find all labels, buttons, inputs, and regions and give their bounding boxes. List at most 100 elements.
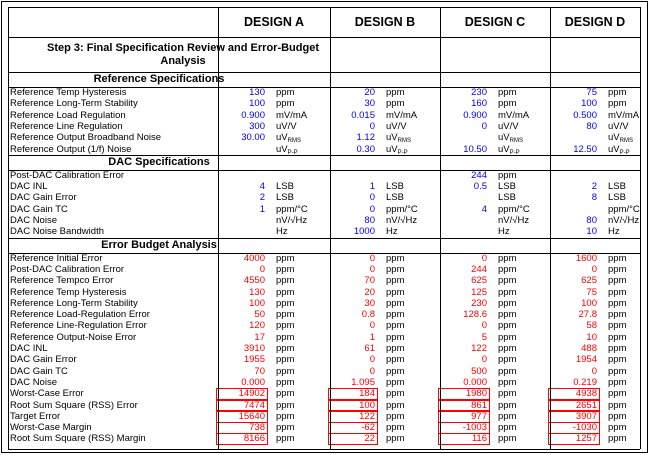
cell-unit: ppm xyxy=(608,309,626,320)
unit-text: ppm xyxy=(498,98,517,110)
cell-unit: ppm/°C xyxy=(276,204,308,215)
unit-text: ppm xyxy=(498,376,517,388)
cell-value: 0.900 xyxy=(463,109,487,121)
cell-unit: ppm xyxy=(276,87,294,98)
cell-value: 0.219 xyxy=(573,376,597,388)
cell-value: 75 xyxy=(586,286,597,298)
cell-unit: Hz xyxy=(276,226,288,237)
cell-unit: ppm xyxy=(276,275,294,286)
cell-unit: LSB xyxy=(386,181,404,192)
column-rule xyxy=(640,7,641,449)
cell-value: 80 xyxy=(586,215,597,226)
column-rule xyxy=(550,7,551,449)
row-label: Worst-Case Error xyxy=(10,388,84,400)
unit-text: LSB xyxy=(498,181,516,193)
cell-value: 61 xyxy=(364,343,375,354)
row-label: Reference Long-Term Stability xyxy=(10,98,138,110)
cell-value: 1600 xyxy=(575,252,597,264)
unit-text: LSB xyxy=(386,181,404,193)
unit-text: uV xyxy=(386,132,398,144)
cell-value: 0.30 xyxy=(356,143,376,155)
cell-value: 15640 xyxy=(238,410,265,422)
unit-text: ppm xyxy=(608,286,627,298)
cell-unit: ppm/°C xyxy=(608,204,640,215)
cell-value: 100 xyxy=(359,399,375,411)
unit-text: nV/√Hz xyxy=(386,215,418,226)
cell-value: 0 xyxy=(481,354,487,366)
unit-text: ppm xyxy=(498,169,517,181)
cell-unit: ppm xyxy=(498,87,516,98)
column-rule xyxy=(8,7,9,449)
design-header: DESIGN B xyxy=(354,15,416,29)
cell-unit: uVP-P xyxy=(498,144,520,156)
unit-text: LSB xyxy=(276,192,294,204)
unit-text: LSB xyxy=(276,181,294,193)
unit-subscript: P-P xyxy=(287,149,298,156)
cell-unit: nV/√Hz xyxy=(386,215,417,226)
cell-value: 70 xyxy=(364,275,375,287)
cell-value: 30 xyxy=(364,98,375,110)
unit-text: ppm xyxy=(498,399,517,411)
unit-text: ppm xyxy=(498,286,517,298)
highlight-box xyxy=(328,388,378,400)
column-rule xyxy=(440,7,441,449)
unit-text: mV/mA xyxy=(608,109,640,121)
cell-value: 7474 xyxy=(243,399,265,411)
row-label: Reference Load-Regulation Error xyxy=(10,309,150,321)
cell-unit: LSB xyxy=(498,192,516,203)
cell-value: -62 xyxy=(361,422,375,434)
row-label: DAC Gain Error xyxy=(10,192,77,204)
cell-unit: ppm xyxy=(276,264,294,275)
unit-text: ppm xyxy=(498,297,517,309)
unit-text: ppm xyxy=(498,354,517,366)
highlight-box xyxy=(438,388,490,400)
cell-value: 0.500 xyxy=(573,109,597,121)
cell-value: 30 xyxy=(364,297,375,309)
unit-text: ppm xyxy=(386,343,405,354)
cell-unit: mV/mA xyxy=(608,110,639,121)
unit-text: ppm xyxy=(386,331,405,343)
cell-value: 80 xyxy=(364,215,375,226)
cell-value: 58 xyxy=(586,320,597,332)
cell-unit: Hz xyxy=(498,226,510,237)
unit-text: ppm xyxy=(608,376,627,388)
unit-text: uV/V xyxy=(386,120,407,132)
cell-value: 625 xyxy=(581,275,597,287)
rule xyxy=(8,448,640,450)
cell-unit: uVRMS xyxy=(276,132,301,144)
section-title: DAC Specifications xyxy=(108,155,210,168)
unit-text: ppm xyxy=(608,263,627,275)
unit-text: ppm xyxy=(386,297,405,309)
unit-text: uV xyxy=(608,132,620,144)
cell-unit: ppm xyxy=(608,433,626,444)
cell-value: 0 xyxy=(481,120,487,132)
unit-subscript: RMS xyxy=(619,138,633,145)
unit-subscript: RMS xyxy=(397,138,411,145)
cell-value: 2 xyxy=(591,181,597,193)
row-label: Reference Temp Hysteresis xyxy=(10,87,127,98)
cell-unit: ppm xyxy=(498,422,516,433)
unit-text: ppm xyxy=(276,297,295,309)
cell-value: 8 xyxy=(591,192,597,204)
cell-unit: ppm xyxy=(386,298,404,309)
row-label: Reference Line-Regulation Error xyxy=(10,320,147,332)
unit-text: ppm xyxy=(608,410,627,422)
cell-unit: ppm xyxy=(498,253,516,264)
unit-text: ppm xyxy=(276,343,295,354)
cell-value: 1980 xyxy=(465,388,487,400)
cell-unit: ppm xyxy=(276,411,294,422)
unit-text: ppm xyxy=(386,252,405,264)
unit-text: ppm xyxy=(498,263,517,275)
cell-value: 2 xyxy=(259,192,265,204)
cell-unit: ppm xyxy=(276,332,294,343)
cell-unit: ppm xyxy=(386,411,404,422)
unit-text: ppm xyxy=(608,433,627,445)
cell-value: 100 xyxy=(581,297,597,309)
row-label: DAC Noise Bandwidth xyxy=(10,226,104,238)
unit-text: Hz xyxy=(386,226,398,238)
cell-value: 0.000 xyxy=(463,376,487,388)
row-label: Post-DAC Calibration Error xyxy=(10,169,125,181)
cell-unit: ppm xyxy=(608,388,626,399)
cell-unit: uVP-P xyxy=(276,144,298,156)
